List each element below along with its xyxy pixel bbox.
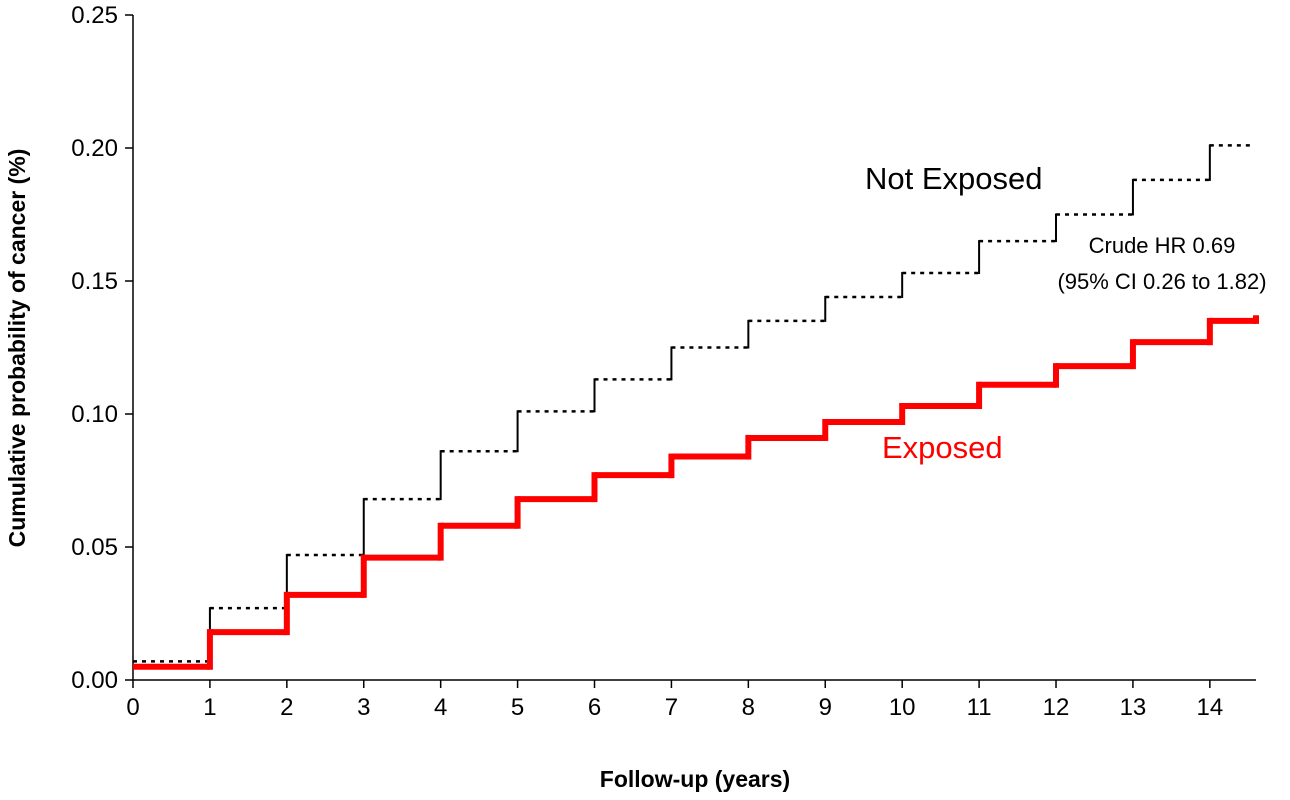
y-tick-label: 0.00 [71,667,118,694]
x-tick-label: 7 [665,694,678,721]
y-tick-label: 0.20 [71,135,118,162]
x-tick-label: 9 [819,694,832,721]
x-tick-label: 13 [1120,694,1147,721]
x-axis-title: Follow-up (years) [600,766,790,792]
y-tick-label: 0.05 [71,534,118,561]
x-tick-label: 5 [511,694,524,721]
confidence-interval-annotation: (95% CI 0.26 to 1.82) [1057,269,1266,294]
y-tick-label: 0.10 [71,401,118,428]
x-ticks: 0 1 2 3 4 5 6 7 8 9 10 11 12 13 14 [126,680,1223,721]
series-exposed [133,315,1259,670]
x-tick-label: 6 [588,694,601,721]
y-tick-label: 0.15 [71,268,118,295]
y-tick-label: 0.25 [71,2,118,29]
x-tick-label: 3 [357,694,370,721]
y-ticks: 0.00 0.05 0.10 0.15 0.20 0.25 [71,2,133,694]
series-label-exposed: Exposed [882,430,1003,465]
hazard-ratio-annotation: Crude HR 0.69 [1089,233,1236,258]
x-tick-label: 4 [434,694,447,721]
x-tick-label: 14 [1196,694,1223,721]
series-layer [133,144,1259,670]
x-tick-label: 10 [889,694,916,721]
y-axis-title: Cumulative probability of cancer (%) [4,149,30,548]
x-tick-label: 12 [1043,694,1070,721]
x-tick-label: 1 [203,694,216,721]
x-tick-label: 8 [742,694,755,721]
series-label-not-exposed: Not Exposed [865,161,1043,196]
axes [132,15,1256,681]
x-tick-label: 0 [126,694,139,721]
series-not-exposed [133,144,1253,663]
x-tick-label: 2 [280,694,293,721]
x-tick-label: 11 [967,694,992,721]
